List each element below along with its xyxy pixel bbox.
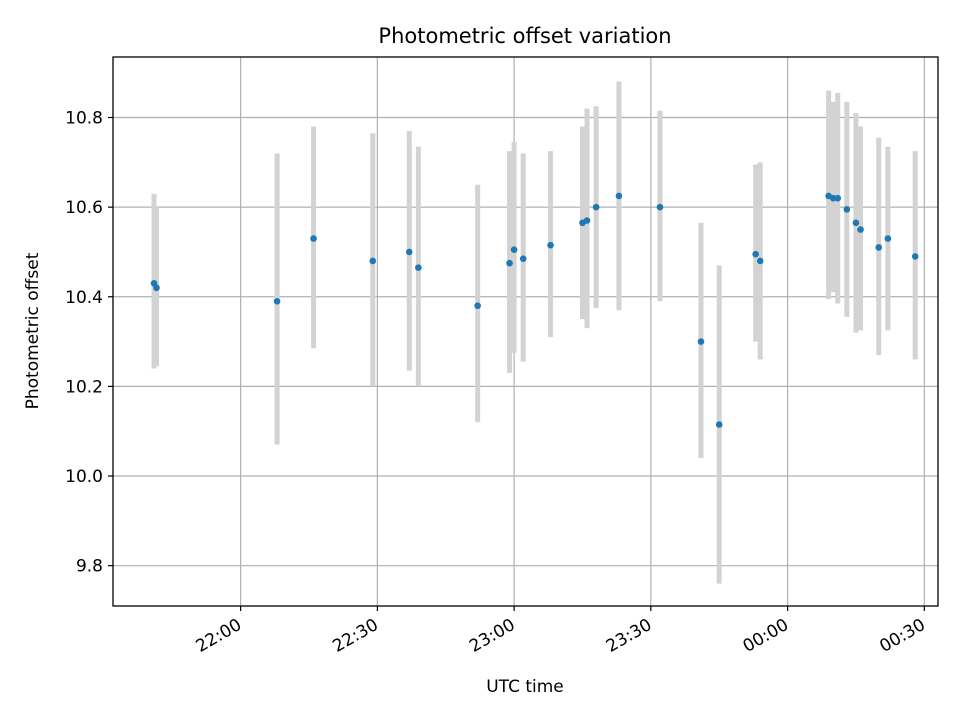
data-point [310,235,317,242]
data-point [852,219,860,227]
data-point [911,253,919,260]
y-tick-label: 9.8 [76,557,103,577]
data-point [519,255,527,262]
y-axis-title: Photometric offset [23,252,43,409]
data-point [829,194,837,202]
data-point [273,297,281,305]
data-point [715,421,723,428]
data-point [834,194,842,202]
data-point [843,206,851,213]
data-point [547,241,554,249]
plot-frame [112,56,939,607]
data-point [884,235,892,242]
data-point [510,246,518,254]
data-points [150,192,919,428]
y-tick-label: 10.6 [65,198,103,218]
data-point [405,248,413,256]
y-tick-label: 10.4 [65,288,103,308]
data-point [752,250,759,258]
data-point [656,203,664,211]
data-point [857,226,864,233]
data-point [583,217,591,224]
data-point [506,259,513,267]
y-axis-ticks: 9.8 10.0 10.2 10.4 10.6 10.8 [65,109,113,577]
data-point [756,257,764,265]
x-axis-title: UTC time [486,677,564,697]
data-point [592,203,600,211]
chart-title: Photometric offset variation [378,24,671,48]
data-point [153,284,160,292]
y-tick-label: 10.0 [65,467,103,487]
data-point [474,302,481,310]
data-point [369,257,377,265]
y-tick-label: 10.2 [65,377,103,397]
y-tick-label: 10.8 [65,109,103,129]
data-point [697,338,705,345]
data-point [875,244,883,251]
data-point [415,264,422,271]
data-point [615,192,623,200]
